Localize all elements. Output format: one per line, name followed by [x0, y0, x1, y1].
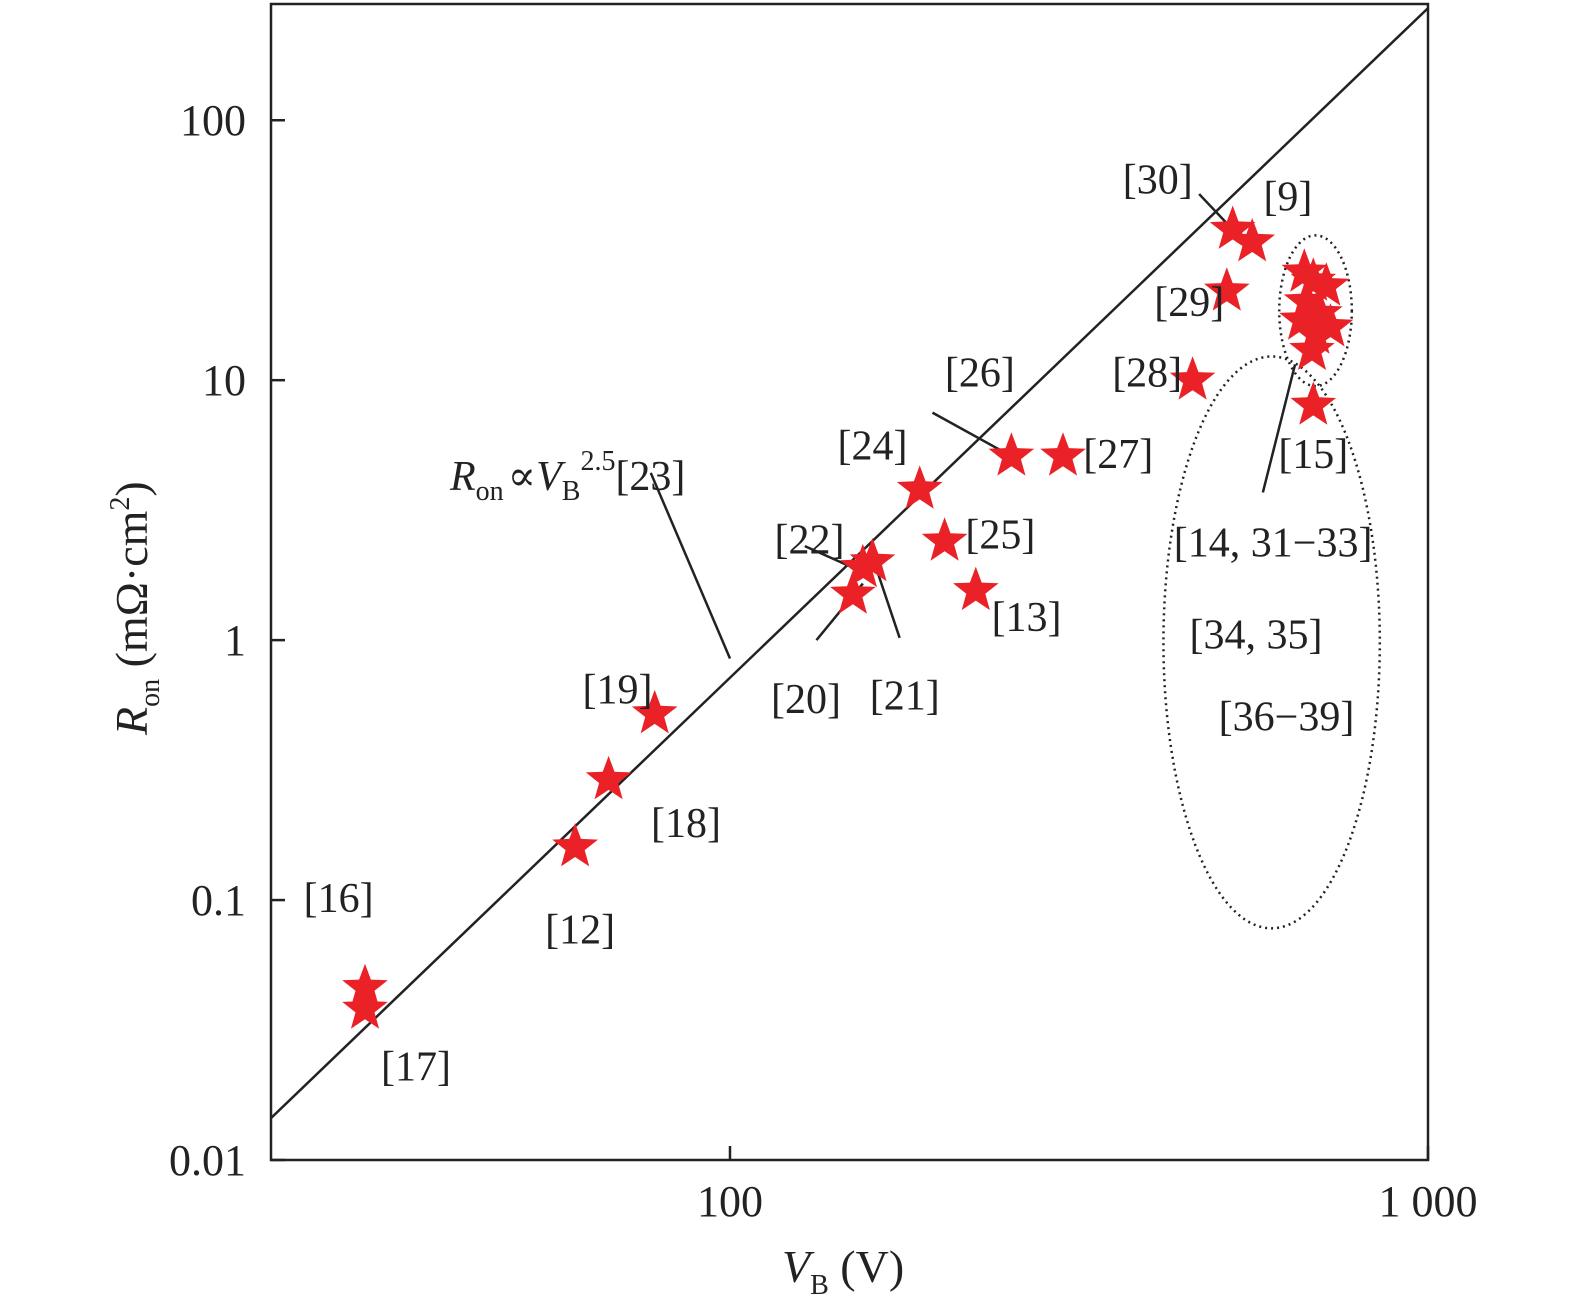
- plot-frame: [269, 2, 1430, 1162]
- data-point-star: [585, 755, 632, 800]
- x-tick-label: 100: [697, 1177, 763, 1226]
- reference-label: [29]: [1154, 280, 1224, 326]
- group-ellipse: [1277, 234, 1354, 388]
- data-point-star: [1281, 248, 1328, 292]
- reference-label: [21]: [870, 673, 940, 719]
- data-point-star: [1040, 432, 1086, 476]
- leader-line: [876, 573, 901, 639]
- leader-line: [649, 472, 732, 659]
- x-tick-label: 1 000: [1379, 1177, 1478, 1226]
- reference-label: [26]: [945, 350, 1015, 396]
- reference-label: [34, 35]: [1190, 613, 1323, 659]
- data-point-star: [631, 689, 678, 734]
- y-tick-label: 0.1: [191, 876, 246, 925]
- data-points: [342, 205, 1354, 1029]
- reference-label: [13]: [992, 595, 1062, 641]
- reference-label: [30]: [1123, 157, 1193, 203]
- reference-label: [12]: [545, 908, 615, 954]
- reference-label: [25]: [965, 513, 1035, 559]
- group-ellipses: [1162, 234, 1382, 930]
- data-point-star: [896, 465, 943, 509]
- reference-label: [28]: [1112, 350, 1182, 396]
- limit-line-label: Ron∝VB2.5[23]: [449, 446, 685, 507]
- data-point-star: [342, 985, 388, 1029]
- y-tick-label: 100: [180, 96, 246, 145]
- data-point-star: [1307, 303, 1354, 347]
- data-point-star: [849, 537, 896, 582]
- y-tick-label: 1: [224, 616, 246, 665]
- reference-label: [16]: [304, 876, 374, 922]
- data-point-star: [1283, 277, 1330, 322]
- reference-label: [22]: [775, 517, 845, 563]
- reference-label: [14, 31−33]: [1174, 521, 1373, 567]
- data-point-star: [1209, 205, 1256, 249]
- reference-label: [36−39]: [1219, 694, 1355, 740]
- y-axis-title: Ron (mΩ·cm2): [105, 481, 166, 736]
- data-point-star: [1169, 356, 1216, 400]
- data-point-star: [988, 432, 1035, 476]
- reference-labels: [16] [17] [12] [18] [19] [20] [21] [22] [24] [25]…: [304, 157, 1373, 1090]
- reference-label: [15]: [1278, 432, 1348, 478]
- data-point-star: [1303, 262, 1350, 306]
- reference-label: [17]: [381, 1045, 451, 1091]
- reference-label: [18]: [651, 801, 721, 847]
- data-point-star: [1290, 381, 1337, 425]
- group-ellipse: [1162, 355, 1382, 930]
- axis-ticks: 100 1 000 0.01 0.1 1 10 100: [169, 96, 1478, 1226]
- data-point-star: [1289, 326, 1335, 370]
- reference-label: [9]: [1263, 174, 1312, 220]
- data-point-star: [921, 517, 968, 561]
- data-point-star: [953, 566, 999, 611]
- y-tick-label: 10: [202, 356, 246, 405]
- reference-label: [24]: [837, 423, 907, 469]
- data-point-star: [840, 543, 886, 588]
- data-point-star: [830, 570, 876, 614]
- leader-line: [1261, 364, 1297, 493]
- reference-label: [20]: [771, 677, 841, 723]
- data-point-star: [1204, 267, 1250, 311]
- data-point-star: [1279, 296, 1325, 340]
- leader-line: [804, 544, 854, 569]
- reference-label: [27]: [1083, 432, 1153, 478]
- y-tick-label: 0.01: [169, 1136, 246, 1185]
- x-axis-title: VB (V): [782, 1241, 904, 1301]
- reference-label: [19]: [583, 668, 653, 714]
- data-point-star: [552, 823, 598, 867]
- data-point-star: [1229, 218, 1276, 262]
- data-point-star: [1297, 289, 1343, 334]
- data-point-star: [1292, 310, 1339, 354]
